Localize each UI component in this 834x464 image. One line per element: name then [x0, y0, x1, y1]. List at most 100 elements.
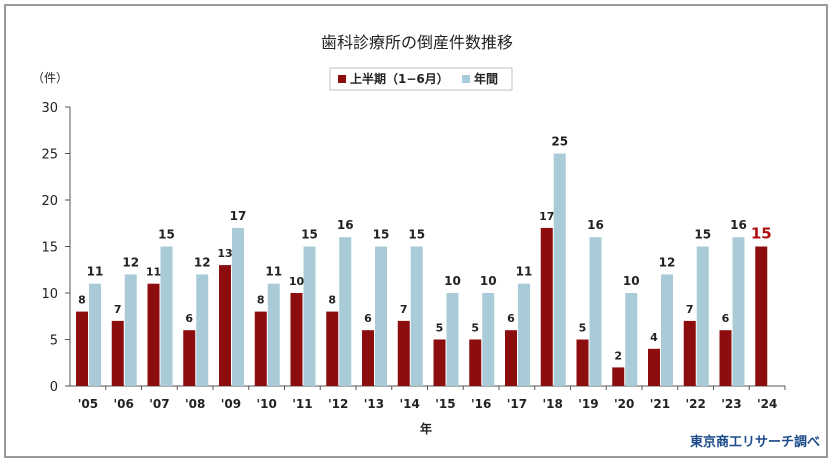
y-tick-label: 10	[41, 287, 58, 302]
x-tick-label: '12	[328, 397, 348, 411]
x-tick-label: '05	[78, 397, 98, 411]
bar-first-half	[469, 339, 482, 386]
x-tick-label: '13	[364, 397, 384, 411]
data-label-first-half: 6	[507, 312, 515, 325]
data-label-annual: 10	[480, 274, 497, 288]
source-note: 東京商工リサーチ調べ	[690, 434, 820, 450]
bar-first-half	[76, 311, 88, 386]
x-tick-label: '14	[399, 397, 419, 411]
bar-annual	[661, 274, 673, 386]
bar-annual	[589, 237, 602, 386]
legend: 上半期（1−6月） 年間	[329, 67, 513, 91]
bar-first-half	[254, 311, 267, 386]
y-tick-label: 30	[41, 101, 58, 116]
bar-annual	[410, 246, 423, 386]
data-label-first-half: 7	[114, 303, 122, 316]
data-label-annual: 11	[265, 265, 282, 279]
data-label-annual: 15	[158, 228, 175, 242]
bar-annual	[518, 283, 530, 386]
x-tick-label: '19	[578, 397, 598, 411]
bar-first-half	[576, 339, 589, 386]
y-tick-label: 5	[50, 334, 58, 349]
x-tick-label: '15	[435, 397, 455, 411]
data-label-first-half: 5	[471, 322, 479, 335]
bar-first-half	[755, 246, 768, 386]
data-label-first-half: 11	[146, 266, 161, 279]
x-tick-label: '23	[721, 397, 741, 411]
legend-label-annual: 年間	[474, 71, 498, 86]
x-tick-label: '18	[542, 397, 562, 411]
y-tick-label: 15	[41, 241, 58, 256]
y-tick-label: 0	[50, 380, 58, 395]
bar-annual	[482, 293, 495, 386]
bar-annual	[696, 246, 709, 386]
bar-first-half	[326, 311, 339, 386]
bar-first-half	[648, 348, 660, 386]
bar-first-half	[397, 320, 410, 386]
bar-first-half	[505, 330, 517, 386]
bar-annual	[124, 274, 137, 386]
data-label-annual: 15	[373, 228, 390, 242]
x-tick-label: '20	[614, 397, 634, 411]
legend-label-first-half: 上半期（1−6月）	[350, 71, 449, 86]
data-label-first-half: 15	[751, 225, 772, 243]
bar-first-half	[290, 293, 303, 386]
data-label-first-half: 5	[436, 322, 444, 335]
x-tick-label: '11	[292, 397, 312, 411]
data-label-annual: 10	[623, 274, 640, 288]
bar-annual	[446, 293, 459, 386]
bar-annual	[267, 283, 280, 386]
x-tick-label: '16	[471, 397, 491, 411]
bar-first-half	[433, 339, 446, 386]
y-tick-label: 25	[41, 148, 58, 163]
x-tick-label: '21	[650, 397, 670, 411]
data-label-first-half: 2	[614, 349, 622, 362]
bar-first-half	[719, 330, 732, 386]
x-tick-label: '06	[113, 397, 133, 411]
bar-annual	[375, 246, 387, 386]
data-label-annual: 16	[587, 218, 604, 232]
legend-swatch-annual	[462, 75, 470, 83]
bar-annual	[732, 237, 745, 386]
bar-annual	[89, 283, 101, 386]
data-label-annual: 16	[337, 218, 354, 232]
legend-swatch-first-half	[338, 75, 346, 83]
data-label-annual: 11	[516, 265, 533, 279]
bar-annual	[303, 246, 316, 386]
data-label-first-half: 8	[328, 294, 336, 307]
bar-first-half	[147, 283, 160, 386]
bar-first-half	[612, 367, 625, 386]
data-label-first-half: 6	[722, 312, 730, 325]
bar-first-half	[362, 330, 374, 386]
data-label-annual: 16	[730, 218, 747, 232]
data-label-annual: 12	[122, 255, 139, 269]
data-label-annual: 15	[301, 228, 318, 242]
legend-box	[329, 67, 513, 91]
bar-annual	[553, 153, 566, 386]
data-label-annual: 11	[87, 265, 104, 279]
x-tick-label: '22	[685, 397, 705, 411]
data-label-first-half: 8	[78, 294, 86, 307]
data-label-first-half: 4	[650, 331, 658, 344]
data-label-annual: 17	[230, 209, 247, 223]
bar-annual	[160, 246, 173, 386]
data-label-annual: 10	[444, 274, 461, 288]
x-tick-label: '17	[507, 397, 527, 411]
bar-annual	[339, 237, 352, 386]
bar-annual	[232, 227, 244, 386]
bar-first-half	[683, 320, 696, 386]
y-axis-label: （件）	[32, 71, 68, 85]
y-tick-label: 20	[41, 194, 58, 209]
bar-first-half	[540, 227, 553, 386]
x-tick-label: '07	[149, 397, 169, 411]
bars: 8 11 7 12 11 15 6 12 13 17 8 11 10 15 8 16 6 15 7 15 5 10 5 10 6…	[76, 135, 772, 386]
x-tick-label: '08	[185, 397, 205, 411]
data-label-annual: 12	[659, 255, 676, 269]
x-tick-label: '09	[221, 397, 241, 411]
bar-annual	[196, 274, 209, 386]
data-label-first-half: 7	[686, 303, 694, 316]
data-label-first-half: 17	[539, 210, 554, 223]
data-label-first-half: 6	[364, 312, 372, 325]
